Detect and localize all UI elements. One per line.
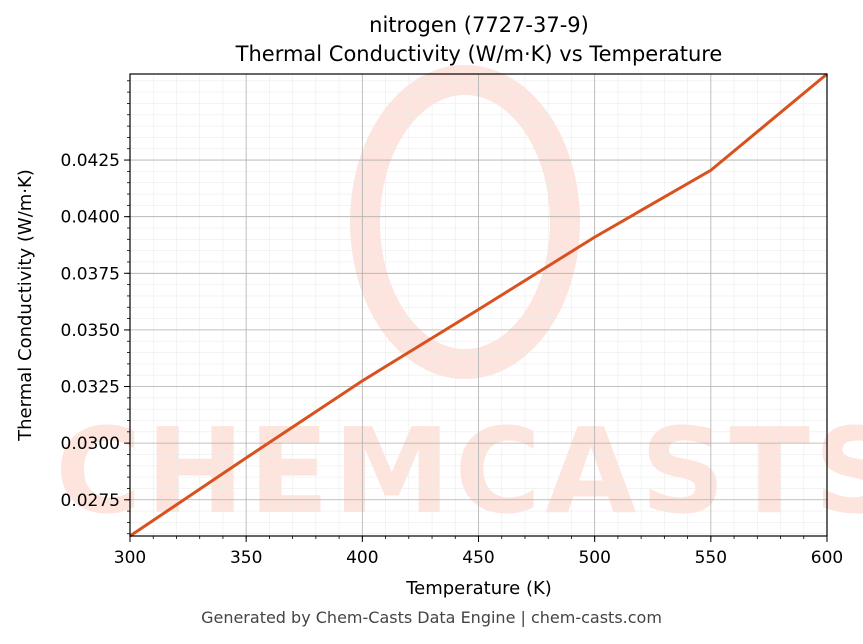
y-axis: 0.0275 0.0300 0.0325 0.0350 0.0375 0.0400 0.04… [61, 80, 130, 535]
watermark-swirl [350, 65, 580, 379]
series-line-thermal-conductivity [129, 72, 828, 538]
y-tick-label: 0.0375 [61, 264, 120, 284]
chart-title-line1: nitrogen (7727-37-9) [369, 13, 589, 37]
x-tick-label: 350 [230, 548, 262, 568]
y-tick-label: 0.0400 [61, 208, 120, 228]
chart-title-line2: Thermal Conductivity (W/m·K) vs Temperat… [235, 42, 723, 66]
x-axis: 300 350 400 450 500 550 600 [114, 536, 843, 568]
y-axis-label: Thermal Conductivity (W/m·K) [15, 169, 36, 442]
y-tick-label: 0.0300 [61, 434, 120, 454]
x-tick-label: 450 [462, 548, 494, 568]
footer-credit: Generated by Chem-Casts Data Engine | ch… [201, 608, 662, 627]
x-tick-label: 300 [114, 548, 146, 568]
y-tick-label: 0.0350 [61, 321, 120, 341]
watermark-text: CHEMCASTS [55, 402, 863, 540]
y-tick-label: 0.0275 [61, 491, 120, 511]
x-tick-label: 500 [578, 548, 610, 568]
x-tick-label: 600 [811, 548, 843, 568]
y-tick-label: 0.0325 [61, 378, 120, 398]
x-tick-label: 400 [346, 548, 378, 568]
y-tick-label: 0.0425 [61, 151, 120, 171]
x-axis-label: Temperature (K) [405, 578, 552, 599]
x-tick-label: 550 [695, 548, 727, 568]
